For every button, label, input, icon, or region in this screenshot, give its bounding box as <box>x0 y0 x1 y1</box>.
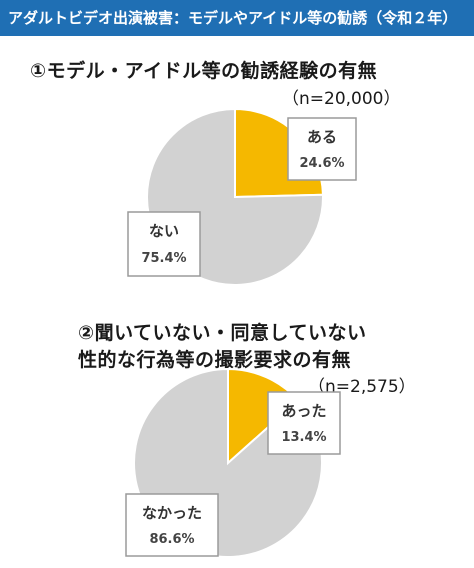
chart2-title-line2: 性的な行為等の撮影要求の有無 <box>78 349 352 371</box>
header-title: アダルトビデオ出演被害：モデルやアイドル等の勧誘（令和２年） <box>8 9 458 27</box>
chart2-title-line1: ②聞いていない・同意していない <box>78 322 367 344</box>
chart2-label-nakatta: なかった 86.6% <box>125 493 219 557</box>
chart1-title: ①モデル・アイドル等の勧誘経験の有無 <box>30 60 378 82</box>
label-box <box>127 211 201 277</box>
slice-label: なかった <box>142 504 202 522</box>
chart1-label-aru: ある 24.6% <box>287 117 357 181</box>
slice-value: 13.4% <box>281 430 326 445</box>
slice-label: ない <box>149 222 179 240</box>
chart1-n-label: （n=20,000） <box>282 89 401 109</box>
slice-label: あった <box>281 402 326 420</box>
slice-value: 86.6% <box>149 532 194 547</box>
chart1-label-nai: ない 75.4% <box>127 211 201 277</box>
slice-value: 75.4% <box>141 251 186 266</box>
slice-value: 24.6% <box>299 156 344 171</box>
label-box <box>125 493 219 557</box>
label-box <box>287 117 357 181</box>
header-banner: アダルトビデオ出演被害：モデルやアイドル等の勧誘（令和２年） <box>0 0 474 36</box>
slice-label: ある <box>307 128 337 146</box>
label-box <box>267 391 341 455</box>
chart2-label-atta: あった 13.4% <box>267 391 341 455</box>
